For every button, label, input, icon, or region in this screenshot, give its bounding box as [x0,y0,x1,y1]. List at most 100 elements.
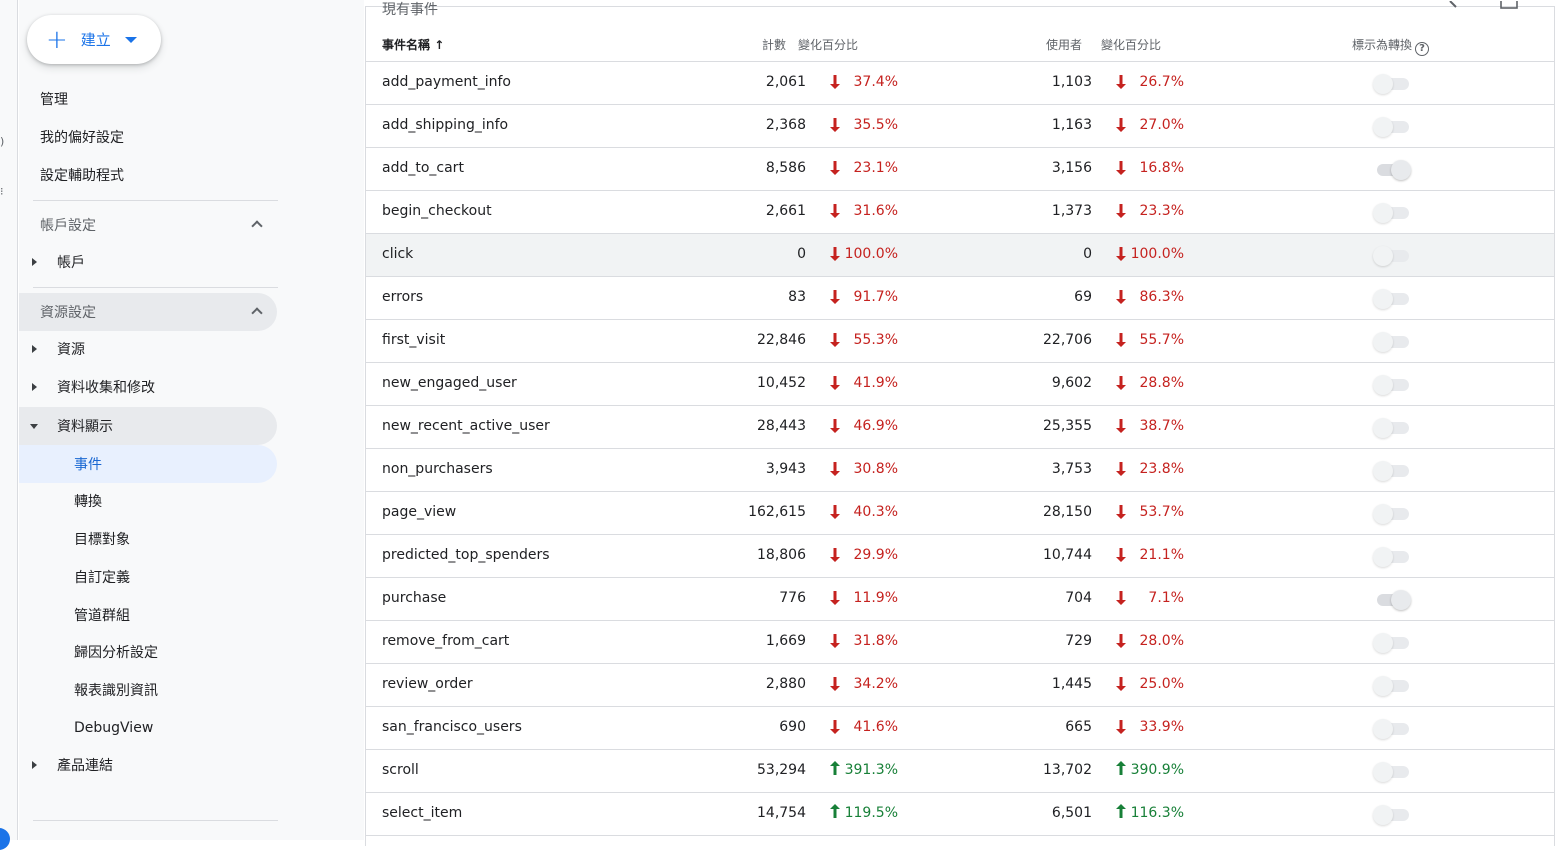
table-row[interactable]: scroll 53,294 391.3% 13,702 390.9% [366,750,1554,793]
users-change: 27.0% [1139,117,1184,133]
nav-custom-definitions[interactable]: 自訂定義 [74,570,130,586]
event-count: 690 [779,719,806,735]
event-name: add_shipping_info [382,117,509,133]
table-row[interactable]: select_item 14,754 119.5% 6,501 116.3% [366,793,1554,836]
header-count[interactable]: 計數 [762,38,787,52]
toggle-knob [1373,117,1393,137]
table-row[interactable]: add_shipping_info 2,368 35.5% 1,163 27.0% [366,105,1554,148]
divider [33,287,278,288]
nav-admin[interactable]: 管理 [40,92,68,108]
table-row[interactable]: add_to_cart 8,586 23.1% 3,156 16.8% [366,148,1554,191]
header-users[interactable]: 使用者 [1046,38,1083,52]
user-count: 22,706 [1043,332,1092,348]
user-count: 1,445 [1051,676,1092,692]
header-event-name[interactable]: 事件名稱 ↑ [382,36,444,53]
user-count: 13,702 [1043,762,1092,778]
caret-down-icon [124,36,137,43]
nav-data-display[interactable]: 資料顯示 [19,407,277,445]
arrow-down-icon [830,548,840,562]
search-icon[interactable] [1440,1,1458,11]
conversion-toggle[interactable] [1373,504,1409,524]
header-count-change[interactable]: 變化百分比 [798,38,859,52]
users-change: 23.8% [1139,461,1184,477]
user-count: 9,602 [1051,375,1092,391]
header-label: 標示為轉換 [1352,38,1413,52]
table-row[interactable]: san_francisco_users 690 41.6% 665 33.9% [366,707,1554,750]
conversion-toggle[interactable] [1373,719,1409,739]
table-row[interactable]: errors 83 91.7% 69 86.3% [366,277,1554,320]
section-label: 資源設定 [40,305,96,321]
conversion-toggle[interactable] [1373,762,1409,782]
toggle-knob [1373,547,1393,567]
section-property-settings[interactable]: 資源設定 [19,293,277,331]
event-count: 10,452 [757,375,806,391]
table-row[interactable]: first_visit 22,846 55.3% 22,706 55.7% [366,320,1554,363]
conversion-toggle[interactable] [1373,461,1409,481]
arrow-down-icon [830,290,840,304]
nav-account[interactable]: 帳戶 [19,243,277,281]
conversion-toggle[interactable] [1373,547,1409,567]
conversion-toggle[interactable] [1373,676,1409,696]
table-row[interactable]: new_recent_active_user 28,443 46.9% 25,355 3… [366,406,1554,449]
conversion-toggle[interactable] [1373,74,1409,94]
nav-setup-assistant[interactable]: 設定輔助程式 [40,168,124,184]
event-count: 18,806 [757,547,806,563]
expand-arrow-icon [32,761,37,769]
toggle-knob [1373,719,1393,739]
table-row[interactable]: non_purchasers 3,943 30.8% 3,753 23.8% [366,449,1554,492]
arrow-down-icon [830,333,840,347]
conversion-toggle[interactable] [1373,117,1409,137]
table-row[interactable]: review_order 2,880 34.2% 1,445 25.0% [366,664,1554,707]
conversion-toggle[interactable] [1373,160,1411,180]
event-name: errors [382,289,424,305]
arrow-down-icon [830,591,840,605]
toggle-knob [1373,289,1393,309]
users-change: 23.3% [1139,203,1184,219]
user-count: 0 [1083,246,1092,262]
nav-attribution-settings[interactable]: 歸因分析設定 [74,645,158,661]
table-row[interactable]: predicted_top_spenders 18,806 29.9% 10,744 2… [366,535,1554,578]
events-table-card: 現有事件 事件名稱 ↑ 計數 變化百分比 使用者 變化百分比 標示為轉換? ad… [365,1,1555,846]
arrow-down-icon [1116,634,1126,648]
conversion-toggle[interactable] [1373,289,1409,309]
conversion-toggle[interactable] [1373,375,1409,395]
table-row[interactable]: page_view 162,615 40.3% 28,150 53.7% [366,492,1554,535]
divider [33,820,278,821]
nav-preferences[interactable]: 我的偏好設定 [40,130,124,146]
table-row[interactable]: purchase 776 11.9% 704 7.1% [366,578,1554,621]
nav-channel-groups[interactable]: 管道群組 [74,608,130,624]
nav-audiences[interactable]: 目標對象 [74,532,130,548]
conversion-toggle[interactable] [1373,633,1409,653]
event-count: 776 [779,590,806,606]
create-button[interactable]: + 建立 [27,15,161,64]
nav-debugview[interactable]: DebugView [74,720,154,736]
table-row[interactable]: add_payment_info 2,061 37.4% 1,103 26.7% [366,62,1554,105]
conversion-toggle[interactable] [1373,332,1409,352]
table-row[interactable]: click 0 100.0% 0 100.0% [366,234,1554,277]
conversion-toggle[interactable] [1373,418,1409,438]
rail-icon[interactable]: ⁝ [0,185,4,198]
section-account-settings[interactable]: 帳戶設定 [19,206,277,244]
conversion-toggle[interactable] [1373,203,1409,223]
conversion-toggle[interactable] [1373,246,1409,266]
rail-icon[interactable]: ) [0,135,5,148]
header-users-change[interactable]: 變化百分比 [1101,38,1162,52]
table-row[interactable]: remove_from_cart 1,669 31.8% 729 28.0% [366,621,1554,664]
rail-avatar[interactable] [0,828,10,850]
conversion-toggle[interactable] [1373,805,1409,825]
count-change: 55.3% [853,332,898,348]
event-name: click [382,246,414,262]
arrow-down-icon [1116,290,1126,304]
download-icon[interactable] [1500,1,1518,11]
help-icon[interactable]: ? [1415,42,1430,56]
nav-data-collection[interactable]: 資料收集和修改 [19,368,277,406]
conversion-toggle[interactable] [1373,590,1411,610]
nav-property[interactable]: 資源 [19,330,277,368]
nav-reporting-identity[interactable]: 報表識別資訊 [74,683,158,699]
table-row[interactable]: new_engaged_user 10,452 41.9% 9,602 28.8% [366,363,1554,406]
table-row[interactable]: begin_checkout 2,661 31.6% 1,373 23.3% [366,191,1554,234]
nav-conversions[interactable]: 轉換 [74,494,102,510]
nav-product-links[interactable]: 產品連結 [19,746,277,784]
nav-events[interactable]: 事件 [19,445,277,483]
user-count: 28,150 [1043,504,1092,520]
